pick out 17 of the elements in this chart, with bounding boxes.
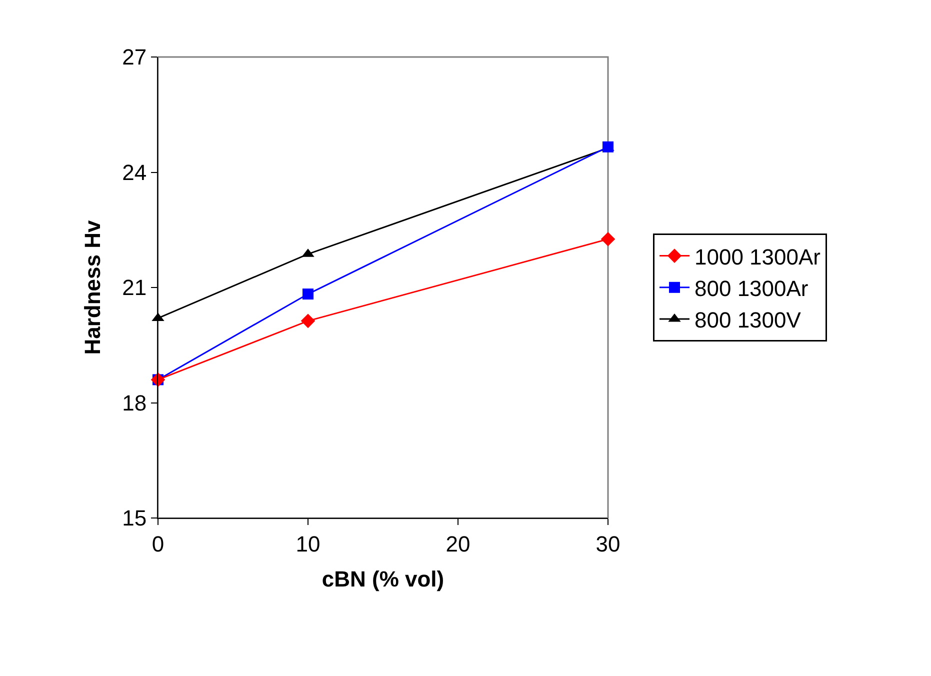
point xyxy=(300,314,316,328)
y-tick-label: 15 xyxy=(122,506,147,531)
x-tick-label: 30 xyxy=(596,531,620,556)
y-tick-label: 18 xyxy=(122,390,147,416)
y-tick-label: 27 xyxy=(122,44,147,70)
point xyxy=(302,288,314,300)
x-tick-label: 0 xyxy=(152,531,164,556)
y-tick-label: 21 xyxy=(122,275,147,300)
x-axis-title: cBN (% vol) xyxy=(322,566,444,592)
y-tick-label: 24 xyxy=(122,160,147,185)
x-tick-label: 10 xyxy=(296,531,320,556)
point xyxy=(600,232,616,246)
legend-label: 1000 1300Ar xyxy=(694,244,820,270)
x-tick-label: 20 xyxy=(446,531,470,556)
legend-label: 800 1300Ar xyxy=(694,276,808,301)
y-axis-title: Hardness Hv xyxy=(80,219,105,355)
legend-label: 800 1300V xyxy=(694,308,802,333)
